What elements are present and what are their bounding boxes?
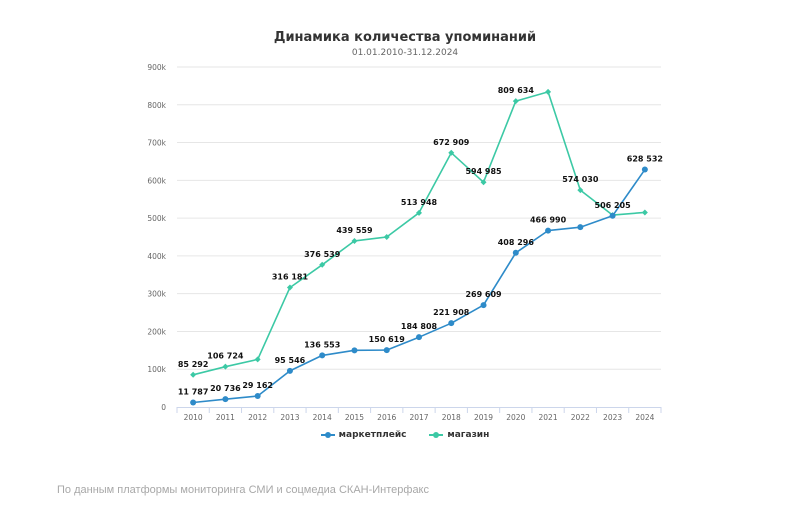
y-tick-label: 500k — [147, 214, 166, 223]
legend-label-store: магазин — [447, 430, 490, 440]
data-label: 466 990 — [530, 216, 567, 225]
y-tick-label: 800k — [147, 101, 166, 110]
data-label: 408 296 — [498, 238, 535, 247]
data-point — [286, 367, 293, 374]
data-point — [577, 224, 584, 231]
data-label: 29 162 — [242, 381, 273, 390]
series-marketplace — [190, 166, 648, 406]
legend-dot — [433, 432, 440, 438]
data-point — [319, 352, 326, 359]
x-tick-label: 2013 — [280, 413, 299, 422]
data-label: 628 532 — [627, 155, 663, 164]
x-tick-label: 2012 — [248, 413, 267, 422]
data-label: 574 030 — [562, 175, 599, 184]
data-point — [641, 166, 648, 173]
data-point — [190, 371, 197, 378]
series-store — [190, 88, 648, 378]
data-point — [545, 227, 552, 234]
data-point — [577, 187, 584, 194]
data-point — [416, 334, 422, 341]
x-tick-label: 2024 — [635, 413, 654, 422]
data-point — [512, 98, 519, 105]
data-point — [383, 347, 390, 354]
data-label: 439 559 — [336, 226, 373, 235]
data-label: 150 619 — [369, 335, 406, 344]
y-tick-label: 0 — [161, 403, 166, 412]
chart-subtitle: 01.01.2010-31.12.2024 — [351, 48, 459, 58]
y-tick-label: 200k — [147, 327, 166, 336]
y-tick-label: 100k — [147, 365, 166, 374]
data-label: 95 546 — [275, 356, 306, 365]
data-point — [222, 363, 229, 370]
x-tick-label: 2020 — [506, 413, 525, 422]
data-point — [512, 249, 519, 256]
data-label: 672 909 — [433, 138, 470, 147]
data-point — [319, 261, 326, 268]
series-group — [190, 88, 648, 406]
data-point — [416, 209, 422, 216]
y-tick-label: 900k — [147, 63, 166, 72]
data-point — [609, 212, 616, 219]
chart-title: Динамика количества упоминаний — [273, 30, 537, 45]
data-label: 221 908 — [433, 308, 470, 317]
y-axis: 0 100k 200k 300k 400k 500k 600k 700k 800k 900k — [147, 63, 166, 412]
x-tick-label: 2018 — [442, 413, 461, 422]
data-label: 136 553 — [304, 340, 340, 349]
x-tick-label: 2021 — [539, 413, 558, 422]
data-point — [448, 320, 455, 327]
data-label: 85 292 — [178, 360, 209, 369]
legend: маркетплейс магазин — [0, 430, 810, 442]
data-point — [286, 284, 293, 291]
data-point — [222, 396, 229, 403]
legend-marker-marketplace-icon — [320, 431, 335, 439]
x-tick-label: 2023 — [603, 413, 622, 422]
y-tick-label: 400k — [147, 252, 166, 261]
legend-label-marketplace: маркетплейс — [338, 430, 407, 440]
source-footer: По данным платформы мониторинга СМИ и со… — [57, 484, 429, 496]
x-tick-label: 2022 — [571, 413, 590, 422]
grid-lines — [177, 66, 661, 370]
data-point — [351, 237, 358, 244]
data-label: 269 609 — [465, 290, 502, 299]
series-line — [192, 91, 645, 376]
x-axis: 2010 2011 2012 2013 2014 2015 2016 2017 2018 2019… — [176, 407, 662, 422]
legend-item-store[interactable]: магазин — [429, 430, 489, 440]
x-tick-label: 2014 — [313, 413, 332, 422]
data-label: 513 948 — [401, 198, 438, 207]
data-label: 20 736 — [210, 384, 241, 393]
data-label: 11 787 — [178, 388, 209, 397]
data-label: 376 539 — [304, 250, 341, 259]
x-tick-label: 2011 — [216, 413, 235, 422]
legend-item-marketplace[interactable]: маркетплейс — [320, 430, 407, 440]
data-point — [351, 347, 358, 354]
data-label: 316 181 — [272, 273, 309, 282]
data-label: 184 808 — [401, 322, 438, 331]
legend-dot — [324, 432, 331, 438]
data-point — [190, 399, 197, 406]
data-point — [545, 88, 552, 95]
x-tick-label: 2015 — [345, 413, 364, 422]
data-label: 809 634 — [498, 86, 535, 95]
x-tick-label: 2017 — [409, 413, 428, 422]
y-tick-label: 600k — [147, 176, 166, 185]
y-tick-label: 300k — [147, 290, 166, 299]
data-point — [254, 392, 261, 399]
data-label: 594 985 — [465, 167, 502, 176]
data-point — [383, 234, 390, 240]
y-tick-label: 700k — [147, 139, 166, 148]
data-point — [254, 356, 261, 363]
x-tick-label: 2010 — [184, 413, 203, 422]
data-point — [641, 209, 648, 216]
data-label: 506 205 — [595, 201, 632, 210]
data-point — [448, 149, 455, 156]
data-labels: 11 787 20 736 29 162 95 546 136 553 150 619 18… — [178, 86, 663, 396]
data-label: 106 724 — [207, 352, 244, 361]
x-tick-label: 2019 — [474, 413, 493, 422]
data-point — [480, 302, 487, 309]
x-tick-label: 2016 — [377, 413, 396, 422]
legend-marker-store-icon — [429, 431, 444, 439]
data-point — [480, 179, 487, 186]
